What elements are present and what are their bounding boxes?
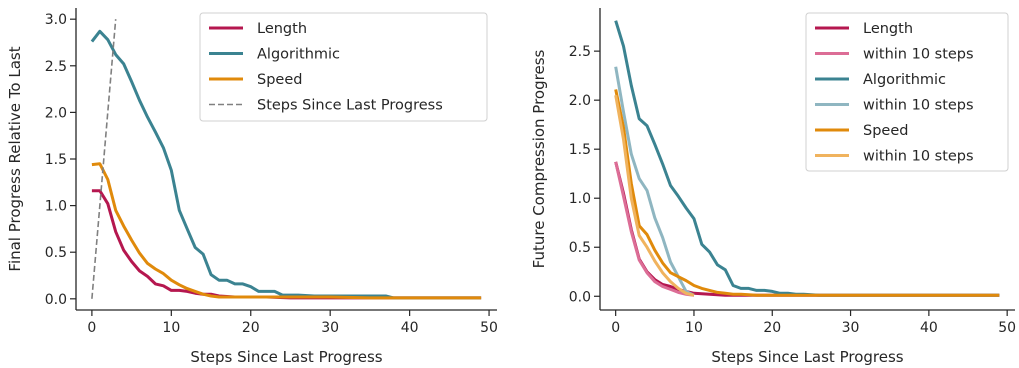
legend-label: Algorithmic — [257, 47, 340, 63]
x-tick-label: 30 — [842, 320, 860, 336]
series-line-1 — [91, 189, 482, 300]
y-tick-label: 2.0 — [569, 93, 591, 109]
x-axis-label: Steps Since Last Progress — [711, 348, 903, 366]
legend-label: Length — [863, 21, 913, 37]
y-tick-label: 2.5 — [569, 44, 591, 60]
legend: Length within 10 steps Algorithmic within… — [805, 12, 1009, 172]
x-tick-label: 50 — [998, 320, 1016, 336]
legend-label: Speed — [863, 123, 908, 139]
series-line-2 — [90, 29, 482, 300]
x-tick-label: 0 — [611, 320, 620, 336]
y-tick-label: 0.5 — [569, 240, 591, 256]
legend-label: within 10 steps — [863, 149, 974, 165]
legend-frame — [805, 12, 1009, 172]
x-tick-label: 30 — [321, 320, 339, 336]
y-axis-label: Future Compression Progress — [530, 49, 548, 268]
x-tick-label: 40 — [401, 320, 419, 336]
y-tick-label: 0.0 — [45, 292, 67, 308]
y-tick-label: 1.5 — [569, 142, 591, 158]
x-tick-label: 40 — [920, 320, 938, 336]
x-tick-label: 50 — [480, 320, 498, 336]
chart-panel-1: 0 10 20 30 40 50 0.0 0.5 1.0 1.5 2.0 2.5 3.0 Steps Si… — [6, 8, 498, 366]
x-tick-label: 10 — [162, 320, 180, 336]
legend-label: Speed — [257, 72, 302, 88]
x-tick-label: 10 — [685, 320, 703, 336]
y-tick-label: 1.0 — [569, 191, 591, 207]
y-tick-label: 0.5 — [45, 245, 67, 261]
y-tick-label: 0.0 — [569, 289, 591, 305]
x-tick-label: 0 — [87, 320, 96, 336]
legend-label: Steps Since Last Progress — [257, 98, 443, 114]
series-line-4 — [91, 19, 117, 299]
series-line-3 — [91, 162, 482, 300]
legend-label: within 10 steps — [863, 47, 974, 63]
y-tick-label: 1.5 — [45, 152, 67, 168]
series-line-5 — [614, 89, 1000, 297]
y-tick-label: 3.0 — [45, 12, 67, 28]
x-axis-label: Steps Since Last Progress — [190, 348, 382, 366]
y-axis-label: Final Progress Relative To Last — [6, 46, 24, 271]
series-line-6 — [614, 95, 695, 297]
chart-panel-2: 0 10 20 30 40 50 0.0 0.5 1.0 1.5 2.0 2.5 Steps Since… — [530, 8, 1016, 366]
x-tick-label: 20 — [763, 320, 781, 336]
x-tick-label: 20 — [242, 320, 260, 336]
legend: Length Algorithmic Speed Steps Since Last P… — [199, 12, 488, 122]
y-tick-label: 2.0 — [45, 105, 67, 121]
y-tick-label: 2.5 — [45, 59, 67, 75]
legend-label: within 10 steps — [863, 98, 974, 114]
series-line-4 — [614, 66, 695, 297]
series-line-2 — [614, 161, 695, 297]
legend-label: Algorithmic — [863, 72, 946, 88]
legend-label: Length — [257, 21, 307, 37]
legend-frame — [199, 12, 488, 122]
y-tick-label: 1.0 — [45, 199, 67, 215]
